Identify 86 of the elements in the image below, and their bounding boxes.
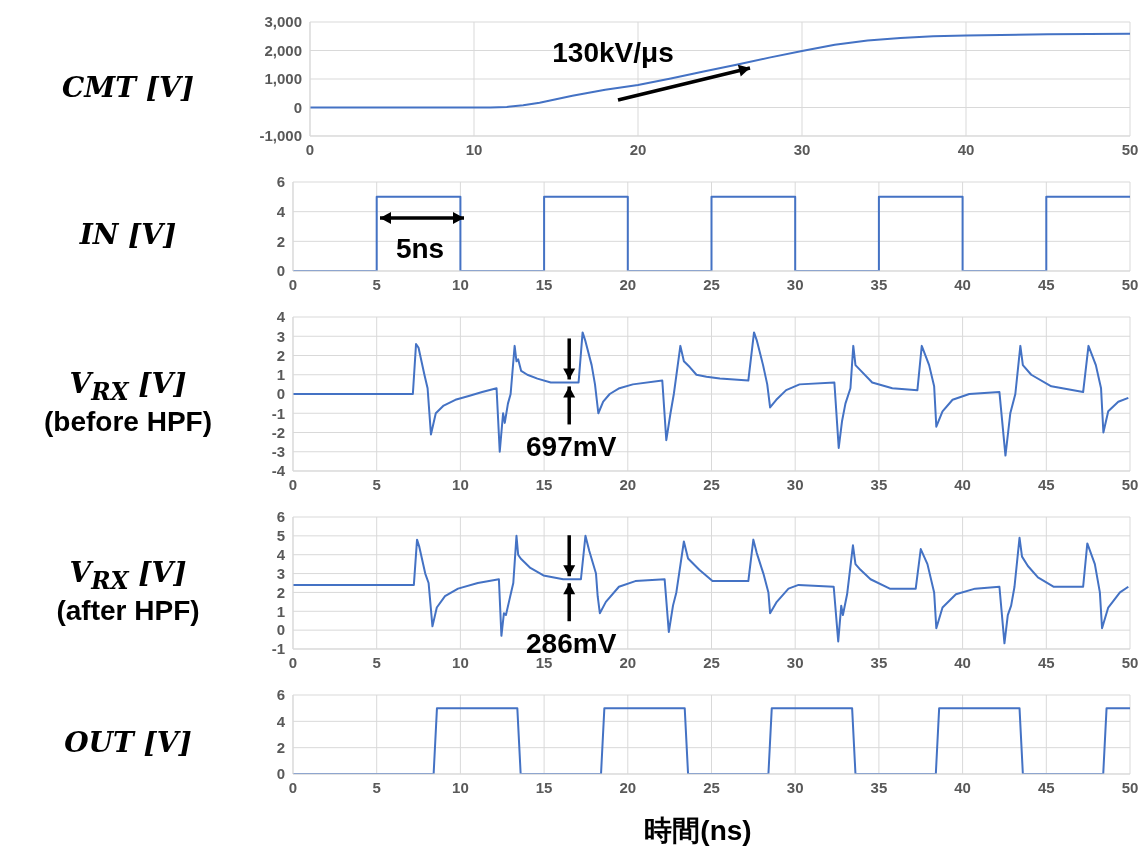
x-tick-label: 30 xyxy=(786,475,804,493)
y-tick-label: -1,000 xyxy=(259,127,302,145)
x-tick-label: 5 xyxy=(372,778,381,796)
x-tick-label: 30 xyxy=(786,653,804,671)
line-series xyxy=(293,331,1130,457)
x-tick-label: 5 xyxy=(372,653,381,671)
y-tick-label: 5 xyxy=(276,527,285,545)
x-tick-label: 50 xyxy=(1121,275,1139,293)
y-tick-label: 2 xyxy=(276,346,285,364)
y-tick-label: 6 xyxy=(276,173,285,191)
y-tick-label: 4 xyxy=(276,308,286,326)
x-tick-label: 35 xyxy=(870,778,888,796)
x-tick-label: 50 xyxy=(1121,140,1139,158)
x-tick-label: 10 xyxy=(452,475,469,493)
x-tick-label: 40 xyxy=(954,653,971,671)
y-tick-label: 0 xyxy=(276,385,285,403)
y-tick-label: 2,000 xyxy=(264,41,302,59)
y-tick-label: 1 xyxy=(276,366,285,384)
x-tick-label: 40 xyxy=(954,778,971,796)
x-tick-label: 10 xyxy=(465,140,483,158)
x-tick-label: 10 xyxy=(452,778,469,796)
y-tick-label: 4 xyxy=(276,712,286,730)
x-tick-label: 25 xyxy=(703,475,720,493)
x-tick-label: 20 xyxy=(619,475,637,493)
y-tick-label: 4 xyxy=(276,546,286,564)
y-tick-label: 0 xyxy=(276,765,285,783)
y-tick-label: 1,000 xyxy=(264,70,302,88)
y-tick-label: -3 xyxy=(271,443,285,461)
y-tick-label: 0 xyxy=(276,262,285,280)
x-tick-label: 5 xyxy=(372,275,381,293)
y-tick-label: 3,000 xyxy=(264,13,302,31)
y-tick-label: 2 xyxy=(276,738,285,756)
y-axis-title: V$_{RX}$ [V] (after HPF) xyxy=(55,556,201,627)
x-tick-label: 20 xyxy=(629,140,647,158)
y-tick-label: -2 xyxy=(271,423,285,441)
x-tick-label: 15 xyxy=(535,778,553,796)
line-series xyxy=(310,32,1130,109)
x-tick-label: 50 xyxy=(1121,653,1139,671)
x-tick-label: 25 xyxy=(703,275,720,293)
x-tick-label: 50 xyxy=(1121,778,1139,796)
x-tick-label: 25 xyxy=(703,653,720,671)
x-tick-label: 10 xyxy=(452,653,469,671)
y-tick-label: 6 xyxy=(276,686,285,704)
x-tick-label: 10 xyxy=(452,275,469,293)
x-tick-label: 35 xyxy=(870,275,888,293)
annotation: 5ns xyxy=(395,232,445,264)
x-tick-label: 45 xyxy=(1037,778,1055,796)
y-tick-label: -4 xyxy=(271,462,286,480)
x-tick-label: 30 xyxy=(786,275,804,293)
x-tick-label: 45 xyxy=(1037,653,1055,671)
y-tick-label: 3 xyxy=(276,564,285,582)
y-tick-label: -1 xyxy=(271,640,285,658)
y-tick-label: -1 xyxy=(271,404,285,422)
x-tick-label: 35 xyxy=(870,653,888,671)
x-tick-label: 30 xyxy=(793,140,811,158)
x-tick-label: 20 xyxy=(619,275,637,293)
x-tick-label: 35 xyxy=(870,475,888,493)
x-tick-label: 5 xyxy=(372,475,381,493)
y-axis-title: V$_{RX}$ [V] (before HPF) xyxy=(43,367,213,438)
x-axis-title: 時間(ns) xyxy=(643,814,753,848)
y-tick-label: 0 xyxy=(293,98,302,116)
x-tick-label: 30 xyxy=(786,778,804,796)
x-tick-label: 40 xyxy=(954,275,971,293)
x-tick-label: 0 xyxy=(305,140,315,158)
y-axis-title: OUT [V] xyxy=(63,726,193,760)
y-tick-label: 1 xyxy=(276,602,285,620)
x-tick-label: 45 xyxy=(1037,475,1055,493)
x-tick-label: 25 xyxy=(703,778,720,796)
y-tick-label: 4 xyxy=(276,202,286,220)
x-tick-label: 45 xyxy=(1037,275,1055,293)
y-tick-label: 2 xyxy=(276,583,285,601)
x-tick-label: 40 xyxy=(957,140,975,158)
y-tick-label: 2 xyxy=(276,232,285,250)
x-tick-label: 40 xyxy=(954,475,971,493)
x-tick-label: 20 xyxy=(619,778,637,796)
y-tick-label: 3 xyxy=(276,327,285,345)
y-axis-title: CMT [V] xyxy=(60,70,196,105)
annotation: 130kV/μs xyxy=(552,36,674,68)
y-axis-title: IN [V] xyxy=(78,218,178,252)
y-tick-label: 0 xyxy=(276,621,285,639)
y-tick-label: 6 xyxy=(276,508,285,526)
annotation: 697mV xyxy=(526,430,617,462)
x-tick-label: 15 xyxy=(535,275,553,293)
x-tick-label: 50 xyxy=(1121,475,1139,493)
x-tick-label: 20 xyxy=(619,653,637,671)
x-tick-label: 15 xyxy=(535,475,553,493)
